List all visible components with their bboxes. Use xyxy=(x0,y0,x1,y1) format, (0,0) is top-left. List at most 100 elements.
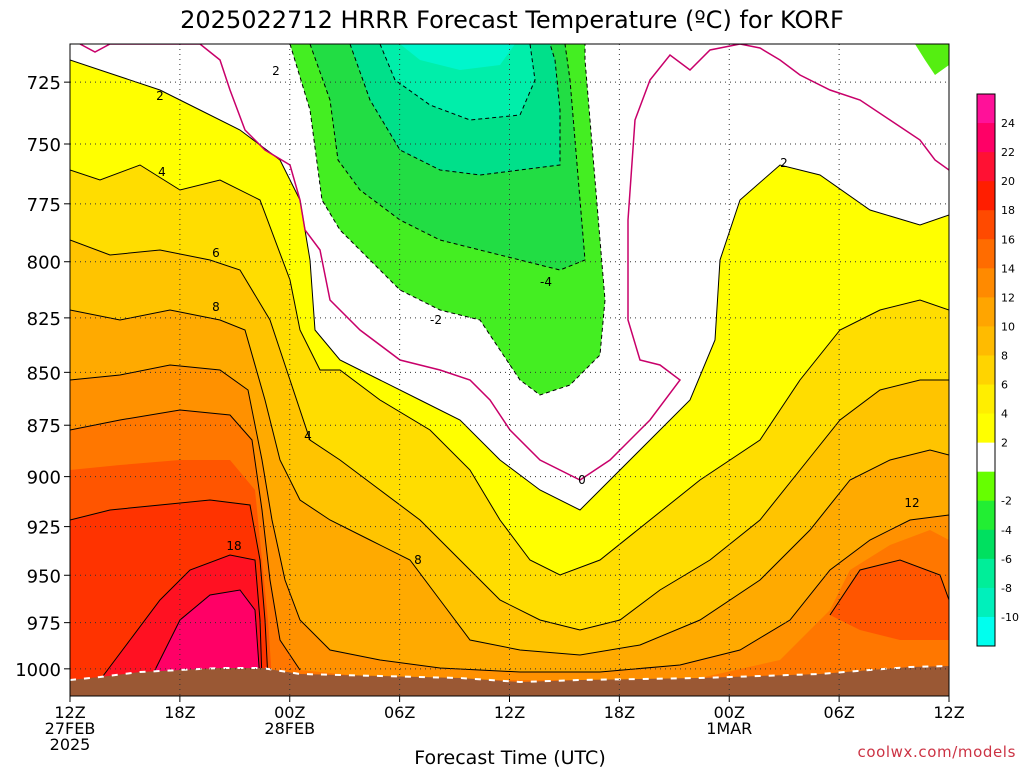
colorbar-tick-label: 18 xyxy=(1001,204,1015,217)
y-tick-label: 725 xyxy=(27,73,61,94)
y-axis: 725 750 775 800 825 850 875 900 925 950 975 1000 xyxy=(15,73,70,681)
isotherm-4 xyxy=(70,164,949,576)
contour-label-0: 0 xyxy=(578,473,586,487)
region-below-minus10 xyxy=(400,44,515,70)
colorbar-swatch xyxy=(977,123,995,153)
colorbar-swatch xyxy=(977,471,995,502)
colorbar-tick-label: -2 xyxy=(1001,495,1012,508)
credit-text: coolwx.com/models xyxy=(858,743,1017,761)
y-tick-label: 775 xyxy=(27,195,61,216)
isotherm-minus2 xyxy=(289,44,606,396)
terrain xyxy=(70,666,949,696)
colorbar-swatch xyxy=(977,94,995,124)
isotherm-16 xyxy=(70,499,269,681)
region-above-10 xyxy=(70,365,949,696)
y-tick-label: 850 xyxy=(27,363,61,384)
colorbar-tick-label: 10 xyxy=(1001,320,1015,333)
isotherm-20 xyxy=(149,589,261,681)
colorbar-tick-label: 6 xyxy=(1001,379,1008,392)
y-tick-label: 975 xyxy=(27,614,61,635)
y-tick-label: 800 xyxy=(27,253,61,274)
colorbar-swatch xyxy=(977,587,995,618)
y-tick-label: 950 xyxy=(27,566,61,587)
colorbar-swatch xyxy=(977,413,995,444)
isotherm-18 xyxy=(99,554,263,681)
x-tick-label: 12Z xyxy=(933,703,964,722)
colorbar-swatch xyxy=(977,442,995,473)
region-above-20 xyxy=(150,590,260,680)
contour-label-4-middle: 4 xyxy=(304,429,312,443)
isotherm-minus8 xyxy=(379,44,536,121)
region-upper-right-cold xyxy=(915,44,949,75)
colorbar-swatch xyxy=(977,326,995,356)
colorbar-tick-label: -4 xyxy=(1001,524,1012,537)
isotherm-10 xyxy=(70,364,949,673)
colorbar-tick-label: 2 xyxy=(1001,437,1008,450)
x-tick-label: 00Z xyxy=(714,703,745,722)
contour-label-minus2-middle: -2 xyxy=(430,313,442,327)
x-axis-label: Forecast Time (UTC) xyxy=(414,747,605,768)
colorbar-tick-label: -8 xyxy=(1001,582,1012,595)
contour-labels: 2 2 4 6 8 -2 -2 -4 2 4 18 8 0 12 xyxy=(156,62,920,567)
x-tick-label: 00Z xyxy=(274,703,305,722)
isotherm-6 xyxy=(70,239,949,631)
colorbar: 24 22 20 18 16 14 12 10 8 6 4 2 -2 -4 -6 -8 -10 xyxy=(976,93,1019,647)
x-tick-label: 27FEB xyxy=(45,719,96,738)
colorbar-frame xyxy=(976,93,996,647)
contour-label-8-left: 8 xyxy=(212,300,220,314)
colorbar-tick-label: 16 xyxy=(1001,233,1015,246)
colorbar-swatch xyxy=(977,558,995,589)
colorbar-swatch xyxy=(977,616,995,647)
x-tick-label: 12Z xyxy=(54,703,85,722)
terrain-snow-edge xyxy=(69,665,950,684)
contour-label-2-top: 2 xyxy=(272,64,280,78)
isotherm-minus4 xyxy=(309,44,586,271)
colorbar-swatch xyxy=(977,239,995,269)
contour-label-18: 18 xyxy=(226,539,241,553)
contour-label-12: 12 xyxy=(904,496,919,510)
contour-label-6: 6 xyxy=(212,246,220,260)
colorbar-swatch xyxy=(977,152,995,182)
colorbar-swatch xyxy=(977,355,995,386)
x-tick-label: 28FEB xyxy=(264,719,315,738)
contour-label-8-middle: 8 xyxy=(414,553,422,567)
contour-label-2-right: 2 xyxy=(780,156,788,170)
colorbar-swatch xyxy=(977,500,995,531)
colorbar-tick-label: 22 xyxy=(1001,146,1015,159)
colorbar-tick-label: -6 xyxy=(1001,553,1012,566)
isotherm-2 xyxy=(70,59,949,511)
y-tick-label: 900 xyxy=(27,468,61,489)
isotherm-contours xyxy=(70,44,949,681)
isotherm-12 xyxy=(70,409,949,671)
y-tick-label: 925 xyxy=(27,518,61,539)
colorbar-swatch xyxy=(977,268,995,298)
isotherm-8 xyxy=(70,309,949,656)
x-tick-label: 06Z xyxy=(823,703,854,722)
y-tick-label: 1000 xyxy=(15,660,61,681)
contour-label-2-left: 2 xyxy=(156,89,164,103)
x-tick-label: 06Z xyxy=(384,703,415,722)
colorbar-tick-label: -10 xyxy=(1001,611,1019,624)
grid xyxy=(70,44,949,696)
y-tick-label: 825 xyxy=(27,309,61,330)
colorbar-tick-label: 24 xyxy=(1001,117,1015,130)
colorbar-swatch xyxy=(977,210,995,240)
contour-label-4-left: 4 xyxy=(158,165,166,179)
colorbar-tick-label: 20 xyxy=(1001,175,1015,188)
x-tick-label: 1MAR xyxy=(706,719,752,738)
x-tick-label: 18Z xyxy=(164,703,195,722)
x-tick-label: 18Z xyxy=(604,703,635,722)
colorbar-swatch xyxy=(977,384,995,415)
x-tick-label: 2025 xyxy=(50,735,91,754)
y-tick-label: 750 xyxy=(27,135,61,156)
x-tick-label: 12Z xyxy=(494,703,525,722)
contour-label-minus4: -4 xyxy=(540,275,552,289)
colorbar-tick-label: 12 xyxy=(1001,291,1015,304)
chart-title: 2025022712 HRRR Forecast Temperature (ºC… xyxy=(180,6,844,34)
colorbar-tick-label: 8 xyxy=(1001,349,1008,362)
y-tick-label: 875 xyxy=(27,416,61,437)
colorbar-tick-label: 14 xyxy=(1001,262,1015,275)
